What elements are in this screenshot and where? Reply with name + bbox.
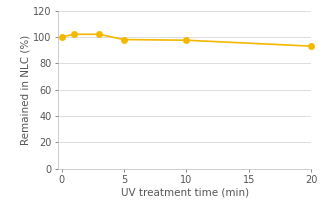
Y-axis label: Remained in NLC (%): Remained in NLC (%) (20, 35, 30, 145)
X-axis label: UV treatment time (min): UV treatment time (min) (120, 188, 249, 198)
